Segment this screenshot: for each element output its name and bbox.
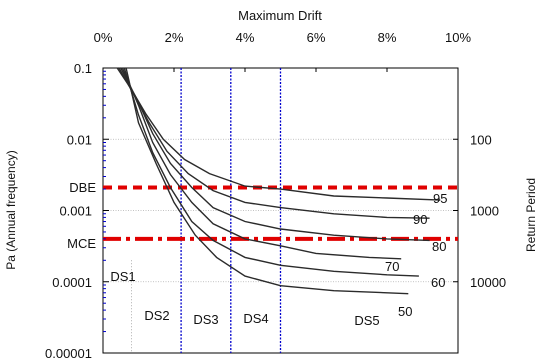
series-layer — [116, 67, 441, 295]
x-tick-label: 0% — [94, 30, 113, 45]
x-tick-label: 4% — [236, 30, 255, 45]
x-tick-label: 2% — [165, 30, 184, 45]
y-axis-title-left: Pa (Annual frequency) — [4, 150, 18, 269]
ds1-label: DS1 — [110, 269, 135, 284]
series-line-95 — [116, 67, 441, 201]
right-tick-label: 1000 — [470, 204, 499, 219]
y-tick-label: 0.0001 — [52, 275, 92, 290]
ticks-layer: 0% 2% 4% 6% 8% 10% 0.1 0.01 0.001 0.0001 0.00001 10… — [45, 30, 506, 361]
x-tick-label: 8% — [378, 30, 397, 45]
dbe-label: DBE — [69, 180, 96, 195]
x-axis-title: Maximum Drift — [238, 8, 322, 23]
ds5-label: DS5 — [354, 313, 379, 328]
series-line-90 — [118, 67, 430, 219]
series-line-70 — [121, 67, 402, 260]
y-axis-title-right: Return Period — [524, 178, 538, 252]
series-label-90: 90 — [413, 212, 427, 227]
right-tick-label: 100 — [470, 132, 492, 147]
y-tick-label: 0.1 — [74, 61, 92, 76]
series-label-50: 50 — [398, 304, 412, 319]
mce-label: MCE — [67, 236, 96, 251]
ds4-label: DS4 — [243, 311, 268, 326]
series-label-80: 80 — [432, 239, 446, 254]
series-label-95: 95 — [433, 191, 447, 206]
series-line-60 — [123, 67, 419, 277]
right-tick-label: 10000 — [470, 275, 506, 290]
series-line-80 — [120, 67, 430, 242]
series-label-60: 60 — [431, 275, 445, 290]
ds2-label: DS2 — [144, 308, 169, 323]
y-tick-label: 0.00001 — [45, 346, 92, 361]
ds3-label: DS3 — [193, 312, 218, 327]
series-line-50 — [125, 67, 409, 295]
x-tick-label: 6% — [307, 30, 326, 45]
series-label-70: 70 — [385, 259, 399, 274]
y-tick-label: 0.001 — [59, 204, 92, 219]
x-tick-label: 10% — [445, 30, 471, 45]
y-tick-label: 0.01 — [67, 132, 92, 147]
